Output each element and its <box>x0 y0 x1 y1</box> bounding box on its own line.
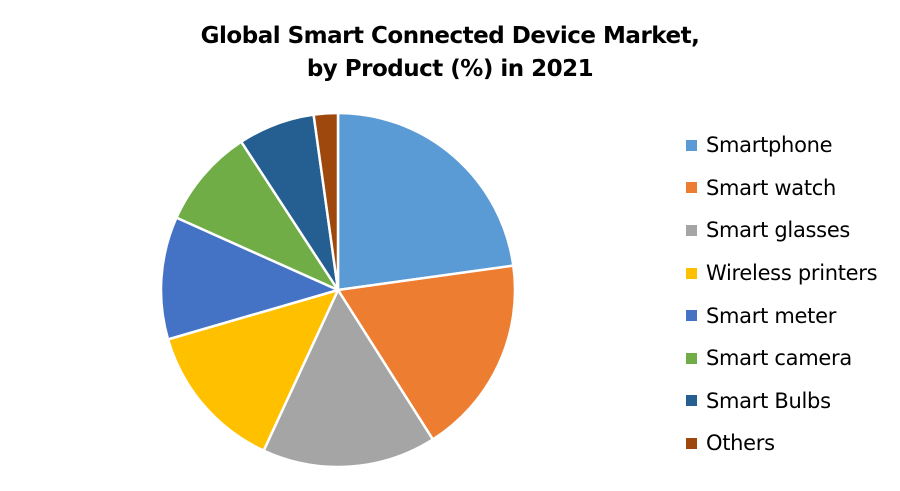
pie-slice-smart-camera <box>175 140 340 292</box>
chart-title: Global Smart Connected Device Market, by… <box>0 20 900 86</box>
chart-title-line-2: by Product (%) in 2021 <box>306 56 594 82</box>
legend-item-others: Others <box>686 422 877 465</box>
pie-slice-smart-glasses <box>262 288 435 469</box>
legend-swatch <box>686 395 697 407</box>
pie-slices <box>159 111 517 469</box>
legend-item-smart-camera: Smart camera <box>686 337 877 380</box>
legend-label: Smart camera <box>706 346 852 371</box>
legend-item-wireless-printers: Wireless printers <box>686 252 878 295</box>
legend-item-smart-glasses: Smart glasses <box>686 209 877 252</box>
legend-swatch <box>686 224 697 236</box>
legend-item-smart-watch: Smart watch <box>686 167 877 210</box>
legend-swatch <box>686 267 697 279</box>
pie-slice-smart-watch <box>336 264 517 441</box>
pie-slice-smart-meter <box>159 216 340 341</box>
legend-label: Smartphone <box>706 133 833 158</box>
pie-slice-others <box>312 111 340 292</box>
legend-item-smart-bulbs: Smart Bulbs <box>686 380 877 423</box>
legend-label: Others <box>706 431 775 456</box>
legend-item-smart-meter: Smart meter <box>686 294 877 337</box>
legend-swatch <box>686 437 697 449</box>
pie-slice-wireless-printers <box>166 288 340 452</box>
legend-label: Wireless printers <box>706 261 878 286</box>
legend-label: Smart Bulbs <box>706 388 831 413</box>
legend-item-smartphone: Smartphone <box>686 124 877 167</box>
legend-swatch <box>686 310 697 322</box>
legend-label: Smart glasses <box>706 218 851 243</box>
chart-legend: Smartphone Smart watch Smart glasses Wirele… <box>686 124 878 465</box>
legend-label: Smart watch <box>706 175 837 200</box>
legend-swatch <box>686 139 697 151</box>
legend-swatch <box>686 182 697 194</box>
legend-swatch <box>686 352 697 364</box>
pie-slice-smartphone <box>336 111 515 292</box>
legend-label: Smart meter <box>706 303 837 328</box>
chart-title-line-1: Global Smart Connected Device Market, <box>200 23 700 49</box>
